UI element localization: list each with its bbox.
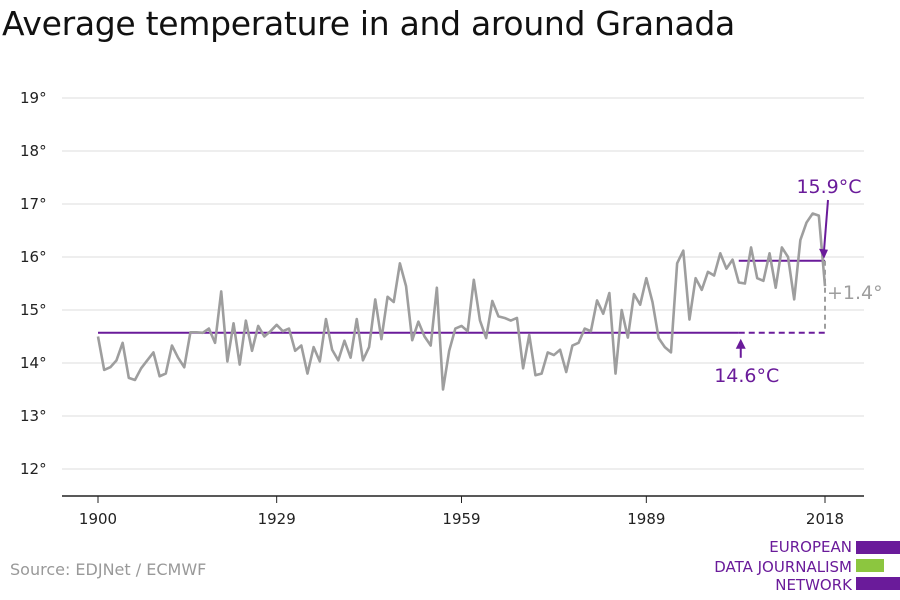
y-tick-label: 12° [20,460,47,478]
y-tick-label: 19° [20,89,47,107]
x-tick-label: 1900 [79,510,117,528]
source-note: Source: EDJNet / ECMWF [10,560,207,579]
logo-line-1: EUROPEAN [769,538,852,556]
gridlines [62,97,864,470]
x-axis: 1900 1929 1959 1989 2018 [62,495,864,528]
logo-bar-green [856,559,884,572]
annotations: 15.9°C 14.6°C +1.4° [714,176,882,387]
logo-line-3: NETWORK [775,576,852,594]
y-tick-label: 15° [20,301,47,319]
y-tick-label: 14° [20,354,47,372]
baseline-mean-label: 14.6°C [714,365,779,387]
chart-title: Average temperature in and around Granad… [2,4,735,43]
x-tick-label: 1929 [258,510,296,528]
x-tick-label: 2018 [806,510,844,528]
recent-mean-label: 15.9°C [796,176,861,198]
logo-bar-purple-bottom [856,577,900,590]
delta-label: +1.4° [827,282,883,304]
recent-mean-arrow-shaft [823,199,829,251]
y-tick-label: 17° [20,195,47,213]
x-tick-label: 1989 [627,510,665,528]
x-tick-label: 1959 [442,510,480,528]
y-tick-label: 18° [20,142,47,160]
series-layer [96,212,827,391]
recent-mean-arrowhead [819,248,828,259]
edjnet-logo: EUROPEAN DATA JOURNALISM NETWORK [700,538,900,598]
logo-bar-purple-top [856,541,900,554]
temperature-series-line [96,212,827,391]
logo-line-2: DATA JOURNALISM [714,558,852,576]
y-tick-label: 13° [20,407,47,425]
baseline-mean-arrowhead [735,338,746,349]
y-axis-ticks: 19° 18° 17° 16° 15° 14° 13° 12° [20,89,47,478]
y-tick-label: 16° [20,248,47,266]
